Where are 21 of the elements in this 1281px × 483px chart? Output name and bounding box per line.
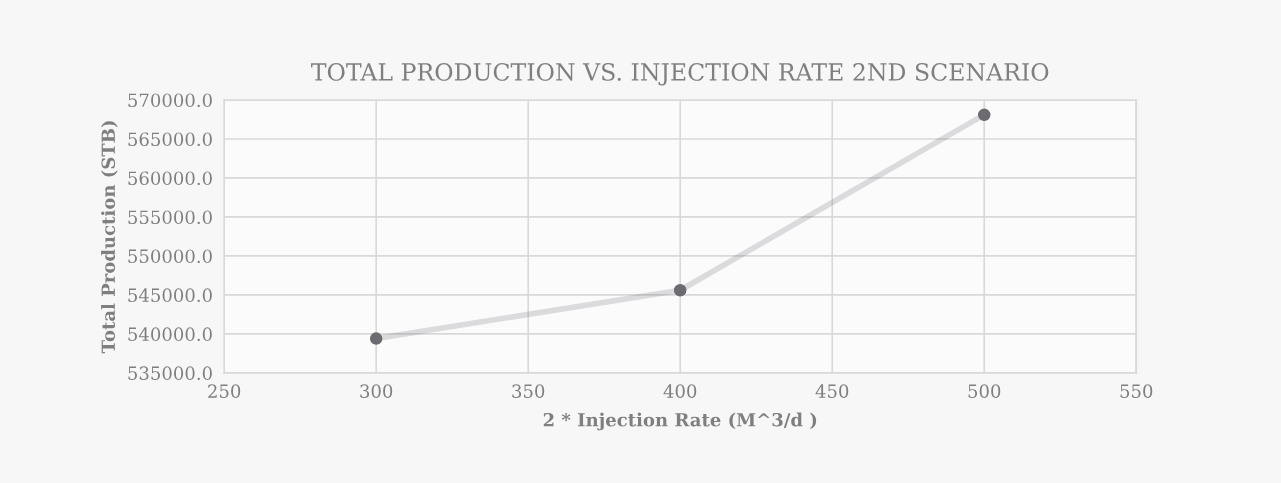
y-tick-label: 560000.0 — [128, 171, 212, 186]
x-tick-label: 450 — [815, 384, 849, 398]
x-tick-label: 400 — [663, 384, 697, 398]
y-tick-label: 535000.0 — [128, 366, 212, 380]
x-tick-label: 250 — [208, 384, 241, 398]
y-tick-label: 550000.0 — [128, 249, 212, 264]
x-axis-title: 2 * Injection Rate (M^3/d ) — [543, 412, 817, 431]
x-tick-label: 550 — [1120, 384, 1153, 398]
point — [369, 332, 383, 345]
point — [977, 108, 991, 122]
point — [673, 283, 687, 297]
y-tick-label: 540000.0 — [128, 327, 212, 342]
y-axis-title: Total Production (STB) — [101, 121, 118, 354]
y-tick-label: 555000.0 — [128, 210, 212, 225]
x-tick-label: 300 — [360, 384, 393, 398]
y-tick-label: 545000.0 — [128, 288, 212, 303]
y-tick-label: 570000.0 — [128, 93, 212, 108]
chart-title: TOTAL PRODUCTION VS. INJECTION RATE 2ND SCENARIO — [311, 63, 1049, 86]
y-tick-label: 565000.0 — [128, 132, 212, 147]
x-tick-label: 350 — [512, 384, 545, 398]
x-tick-label: 500 — [968, 384, 1001, 398]
